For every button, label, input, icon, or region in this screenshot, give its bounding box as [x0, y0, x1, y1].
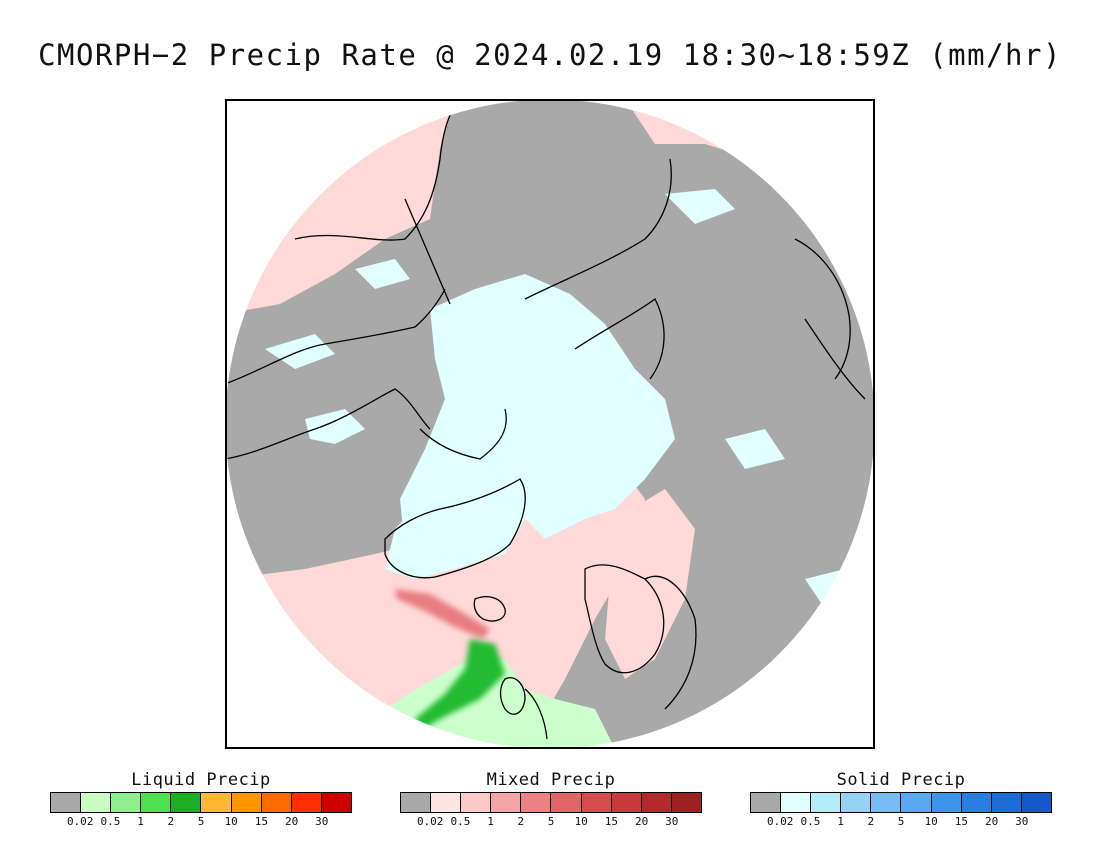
legend-swatch	[551, 793, 582, 812]
legend-swatch	[901, 793, 932, 812]
legend-tick-label: 10	[924, 815, 938, 828]
legend-swatch	[781, 793, 812, 812]
legend-swatch	[51, 793, 82, 812]
solid-precip-greenland	[385, 459, 525, 579]
legend-swatch	[231, 793, 262, 812]
legend-tick-label: 0.5	[800, 815, 821, 828]
legend-swatch	[461, 793, 492, 812]
legend-swatch	[291, 793, 322, 812]
legend-swatch	[141, 793, 172, 812]
legend-swatch	[671, 793, 701, 812]
mixed-precip-band-iceland	[395, 589, 490, 639]
legend-tick-label: 15	[954, 815, 969, 828]
legend-tick-label: 30	[315, 815, 329, 828]
legend-tick-label: 30	[665, 815, 679, 828]
legend-tick-label: 15	[604, 815, 619, 828]
legend-swatch	[931, 793, 962, 812]
legend-swatch	[491, 793, 522, 812]
legend-swatch	[201, 793, 232, 812]
polar-map	[225, 99, 875, 749]
legend-tick-label: 5	[897, 815, 905, 828]
legend-swatch	[611, 793, 642, 812]
legend-tick-label: 5	[197, 815, 205, 828]
legend-title: Solid Precip	[836, 770, 966, 790]
color-bar	[400, 792, 702, 813]
legend-tick-label: 20	[634, 815, 649, 828]
legend-tick-label: 2	[517, 815, 525, 828]
legend-swatch	[171, 793, 202, 812]
polar-map-canvas	[227, 101, 873, 747]
legend-title: Mixed Precip	[486, 770, 616, 790]
tick-labels: 0.02 0.5 1 2 5 10 15 20 30	[750, 813, 1052, 829]
legend-title: Liquid Precip	[131, 770, 271, 790]
coastlines	[227, 103, 866, 740]
legend-tick-label: 1	[487, 815, 494, 828]
legend-swatch	[841, 793, 872, 812]
legend-tick-label: 20	[284, 815, 299, 828]
legend-tick-label: 10	[574, 815, 588, 828]
legend-tick-label: 0.02	[66, 815, 94, 828]
legend-tick-label: 0.02	[416, 815, 444, 828]
tick-labels: 0.02 0.5 1 2 5 10 15 20 30	[50, 813, 352, 829]
legend-swatch	[641, 793, 672, 812]
legend-solid-precip: Solid Precip 0.02 0.5 1 2 5 10 15 20 30	[750, 770, 1052, 829]
legend-swatch	[431, 793, 462, 812]
legend-tick-label: 30	[1015, 815, 1029, 828]
map-title: CMORPH−2 Precip Rate @ 2024.02.19 18:30~…	[38, 38, 1062, 72]
solid-precip-canada	[265, 259, 410, 444]
legend-swatch	[871, 793, 902, 812]
legend-tick-label: 10	[224, 815, 238, 828]
legend-tick-label: 1	[837, 815, 844, 828]
legend-swatch	[261, 793, 292, 812]
legend-swatch	[321, 793, 351, 812]
legend-swatch	[581, 793, 612, 812]
legend-tick-label: 15	[254, 815, 269, 828]
legend-swatch	[1021, 793, 1051, 812]
legend-swatch	[81, 793, 112, 812]
liquid-precip-uk-europe	[385, 659, 615, 747]
legend-swatch	[991, 793, 1022, 812]
legend-swatch	[401, 793, 432, 812]
legend-tick-label: 0.02	[766, 815, 794, 828]
liquid-precip-heavy	[415, 639, 505, 731]
legend-tick-label: 2	[867, 815, 875, 828]
color-bar	[50, 792, 352, 813]
legend-tick-label: 2	[167, 815, 175, 828]
legend-tick-label: 0.5	[100, 815, 121, 828]
legend-tick-label: 0.5	[450, 815, 471, 828]
legend-tick-label: 5	[547, 815, 555, 828]
legend-tick-label: 1	[137, 815, 144, 828]
legend-swatch	[961, 793, 992, 812]
color-bar	[750, 792, 1052, 813]
legend-swatch	[111, 793, 142, 812]
tick-labels: 0.02 0.5 1 2 5 10 15 20 30	[400, 813, 702, 829]
legend-swatch	[521, 793, 552, 812]
legend-swatch	[811, 793, 842, 812]
legend-mixed-precip: Mixed Precip 0.02 0.5 1 2 5 10 15 20 30	[400, 770, 702, 829]
legend-swatch	[751, 793, 782, 812]
legend-liquid-precip: Liquid Precip 0.02 0.5 1 2 5 10 15 20 30	[50, 770, 352, 829]
legend-tick-label: 20	[984, 815, 999, 828]
